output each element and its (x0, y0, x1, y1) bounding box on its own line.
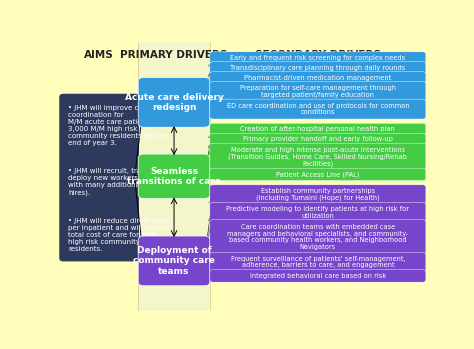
Text: ED care coordination and use of protocols for common
conditions: ED care coordination and use of protocol… (227, 103, 409, 115)
Text: Seamless
transitions of care: Seamless transitions of care (127, 166, 221, 186)
Text: Creation of after-hospital personal health plan: Creation of after-hospital personal heal… (240, 126, 395, 133)
FancyBboxPatch shape (210, 202, 426, 222)
FancyBboxPatch shape (210, 185, 426, 205)
FancyBboxPatch shape (210, 252, 426, 272)
Text: • JHM will recruit, train, and
deploy new workers (along
with many additional in: • JHM will recruit, train, and deploy ne… (68, 168, 168, 196)
FancyBboxPatch shape (138, 154, 210, 199)
Text: Predictive modeling to identify patients at high risk for
utilization: Predictive modeling to identify patients… (227, 206, 410, 218)
Text: Establish community partnerships
(including Tumaini (Hope) for Health): Establish community partnerships (includ… (256, 188, 380, 201)
Text: Transdisciplinary care planning through daily rounds: Transdisciplinary care planning through … (230, 65, 405, 71)
Bar (210, 42, 427, 311)
FancyBboxPatch shape (138, 236, 210, 286)
FancyBboxPatch shape (59, 94, 139, 261)
Text: Acute care delivery
redesign: Acute care delivery redesign (125, 92, 223, 112)
FancyBboxPatch shape (210, 72, 426, 84)
Text: AIMS: AIMS (84, 50, 114, 60)
Text: PRIMARY DRIVERS: PRIMARY DRIVERS (120, 50, 228, 60)
Text: • JHM will improve care
coordination for
M/M acute care patients and
3,000 M/M h: • JHM will improve care coordination for… (68, 105, 168, 146)
FancyBboxPatch shape (210, 52, 426, 64)
Text: Frequent surveillance of patients' self-management,
adherence, barriers to care,: Frequent surveillance of patients' self-… (231, 256, 405, 268)
Text: Moderate and high intense post-acute interventions
(Transition Guides, Home Care: Moderate and high intense post-acute int… (228, 147, 407, 167)
Text: Early and frequent risk screening for complex needs: Early and frequent risk screening for co… (230, 55, 405, 61)
Bar (138, 42, 210, 311)
Text: Integrated behavioral care based on risk: Integrated behavioral care based on risk (250, 273, 386, 279)
Text: Care coordination teams with embedded case
managers and behavioral specialists, : Care coordination teams with embedded ca… (227, 224, 409, 250)
Text: SECONDARY DRIVERS: SECONDARY DRIVERS (255, 50, 381, 60)
Text: Patient Access Line (PAL): Patient Access Line (PAL) (276, 171, 360, 178)
FancyBboxPatch shape (210, 220, 426, 255)
FancyBboxPatch shape (210, 143, 426, 171)
FancyBboxPatch shape (210, 168, 426, 180)
Text: • JHM will reduce direct costs
per inpatient and will reduce
total cost of care : • JHM will reduce direct costs per inpat… (68, 218, 171, 252)
FancyBboxPatch shape (210, 123, 426, 136)
Text: Primary provider handoff and early follow-up: Primary provider handoff and early follo… (243, 136, 393, 142)
FancyBboxPatch shape (210, 62, 426, 74)
Text: Preparation for self-care management through
targeted patient/family education: Preparation for self-care management thr… (240, 86, 396, 98)
Text: Deployment of
community care
teams: Deployment of community care teams (133, 246, 215, 276)
FancyBboxPatch shape (210, 82, 426, 102)
FancyBboxPatch shape (210, 270, 426, 282)
Text: Pharmacist-driven medication management: Pharmacist-driven medication management (244, 75, 392, 81)
FancyBboxPatch shape (210, 133, 426, 146)
FancyBboxPatch shape (210, 99, 426, 119)
Bar (59, 42, 138, 311)
FancyBboxPatch shape (138, 77, 210, 127)
